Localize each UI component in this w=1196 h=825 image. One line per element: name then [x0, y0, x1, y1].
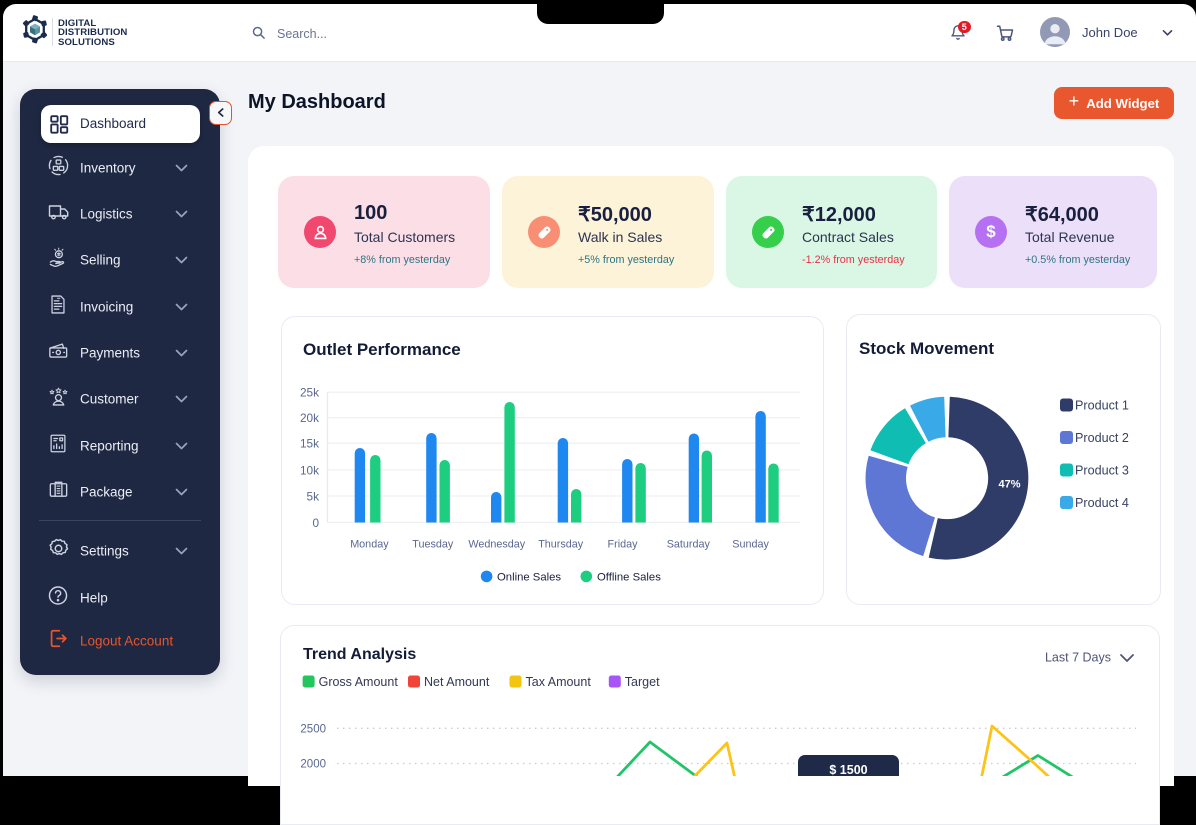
svg-text:Online Sales: Online Sales	[497, 572, 561, 584]
svg-text:Last 7 Days: Last 7 Days	[1045, 651, 1111, 665]
svg-text:Saturday: Saturday	[667, 539, 711, 551]
svg-text:Target: Target	[625, 675, 660, 689]
svg-text:Product 1: Product 1	[1075, 399, 1129, 413]
svg-text:15k: 15k	[300, 437, 319, 451]
svg-text:10k: 10k	[300, 463, 319, 477]
svg-text:$ 1500: $ 1500	[829, 763, 867, 776]
svg-text:2000: 2000	[300, 759, 326, 771]
svg-text:Thursday: Thursday	[538, 539, 584, 551]
svg-text:Tuesday: Tuesday	[412, 539, 454, 551]
svg-text:Net Amount: Net Amount	[424, 675, 490, 689]
svg-text:Gross Amount: Gross Amount	[319, 675, 399, 689]
svg-text:2500: 2500	[300, 723, 326, 735]
svg-text:Tax Amount: Tax Amount	[526, 675, 592, 689]
svg-text:Monday: Monday	[350, 539, 389, 551]
svg-text:20k: 20k	[300, 411, 319, 425]
svg-text:Wednesday: Wednesday	[468, 539, 525, 551]
svg-text:Sunday: Sunday	[732, 539, 769, 551]
svg-text:Product 2: Product 2	[1075, 431, 1129, 445]
svg-text:0: 0	[312, 516, 319, 530]
svg-text:5k: 5k	[307, 490, 320, 504]
svg-text:Product 4: Product 4	[1075, 496, 1129, 510]
svg-text:Friday: Friday	[608, 539, 639, 551]
svg-text:Offline Sales: Offline Sales	[597, 572, 661, 584]
svg-text:47%: 47%	[999, 479, 1021, 491]
svg-text:25k: 25k	[300, 386, 319, 400]
svg-text:Product 3: Product 3	[1075, 464, 1129, 478]
